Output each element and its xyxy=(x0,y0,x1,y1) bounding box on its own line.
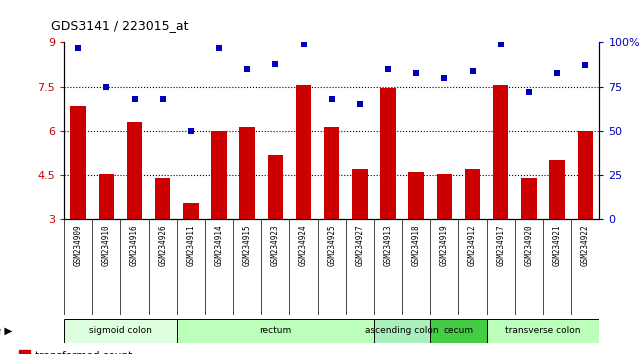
Text: transformed count: transformed count xyxy=(35,350,133,354)
Point xyxy=(101,84,112,90)
Bar xyxy=(493,85,508,219)
Point xyxy=(411,70,421,75)
Text: GSM234910: GSM234910 xyxy=(102,224,111,266)
Bar xyxy=(380,88,395,219)
Bar xyxy=(324,127,340,219)
Text: ascending colon: ascending colon xyxy=(365,326,439,336)
Bar xyxy=(99,174,114,219)
Point xyxy=(580,63,590,68)
Text: GSM234927: GSM234927 xyxy=(355,224,364,266)
Point xyxy=(383,66,393,72)
Text: GSM234921: GSM234921 xyxy=(553,224,562,266)
Text: rectum: rectum xyxy=(259,326,292,336)
Bar xyxy=(177,319,374,343)
Text: GSM234911: GSM234911 xyxy=(187,224,196,266)
Point xyxy=(439,75,449,81)
Bar xyxy=(352,169,368,219)
Text: GSM234920: GSM234920 xyxy=(524,224,533,266)
Point xyxy=(299,41,309,47)
Bar xyxy=(155,178,171,219)
Bar xyxy=(127,122,142,219)
Text: cecum: cecum xyxy=(444,326,474,336)
Bar xyxy=(487,319,599,343)
Bar xyxy=(430,319,487,343)
Text: GDS3141 / 223015_at: GDS3141 / 223015_at xyxy=(51,19,189,32)
Text: transverse colon: transverse colon xyxy=(505,326,581,336)
Bar xyxy=(578,131,593,219)
Text: GSM234917: GSM234917 xyxy=(496,224,505,266)
Bar xyxy=(465,169,480,219)
Point xyxy=(186,128,196,134)
Bar xyxy=(212,131,227,219)
Point xyxy=(327,96,337,102)
Point xyxy=(467,68,478,74)
Text: GSM234912: GSM234912 xyxy=(468,224,477,266)
Text: GSM234918: GSM234918 xyxy=(412,224,420,266)
Point xyxy=(214,45,224,51)
Bar xyxy=(19,350,31,354)
Text: GSM234924: GSM234924 xyxy=(299,224,308,266)
Text: GSM234915: GSM234915 xyxy=(243,224,252,266)
Text: GSM234922: GSM234922 xyxy=(581,224,590,266)
Text: GSM234916: GSM234916 xyxy=(130,224,139,266)
Bar xyxy=(408,172,424,219)
Bar xyxy=(374,319,430,343)
Text: GSM234914: GSM234914 xyxy=(215,224,224,266)
Text: sigmoid colon: sigmoid colon xyxy=(89,326,152,336)
Text: GSM234923: GSM234923 xyxy=(271,224,280,266)
Bar xyxy=(240,127,255,219)
Bar xyxy=(521,178,537,219)
Text: GSM234913: GSM234913 xyxy=(383,224,392,266)
Point xyxy=(129,96,140,102)
Point xyxy=(354,102,365,107)
Point xyxy=(158,96,168,102)
Bar xyxy=(437,174,452,219)
Point xyxy=(73,45,83,51)
Bar xyxy=(296,85,312,219)
Point xyxy=(271,61,281,67)
Text: GSM234909: GSM234909 xyxy=(74,224,83,266)
Point xyxy=(242,66,253,72)
Text: GSM234926: GSM234926 xyxy=(158,224,167,266)
Bar xyxy=(549,160,565,219)
Bar xyxy=(64,319,177,343)
Bar xyxy=(268,155,283,219)
Text: GSM234919: GSM234919 xyxy=(440,224,449,266)
Point xyxy=(552,70,562,75)
Text: tissue ▶: tissue ▶ xyxy=(0,326,13,336)
Bar xyxy=(71,106,86,219)
Point xyxy=(495,41,506,47)
Point xyxy=(524,89,534,95)
Text: GSM234925: GSM234925 xyxy=(327,224,337,266)
Bar xyxy=(183,203,199,219)
